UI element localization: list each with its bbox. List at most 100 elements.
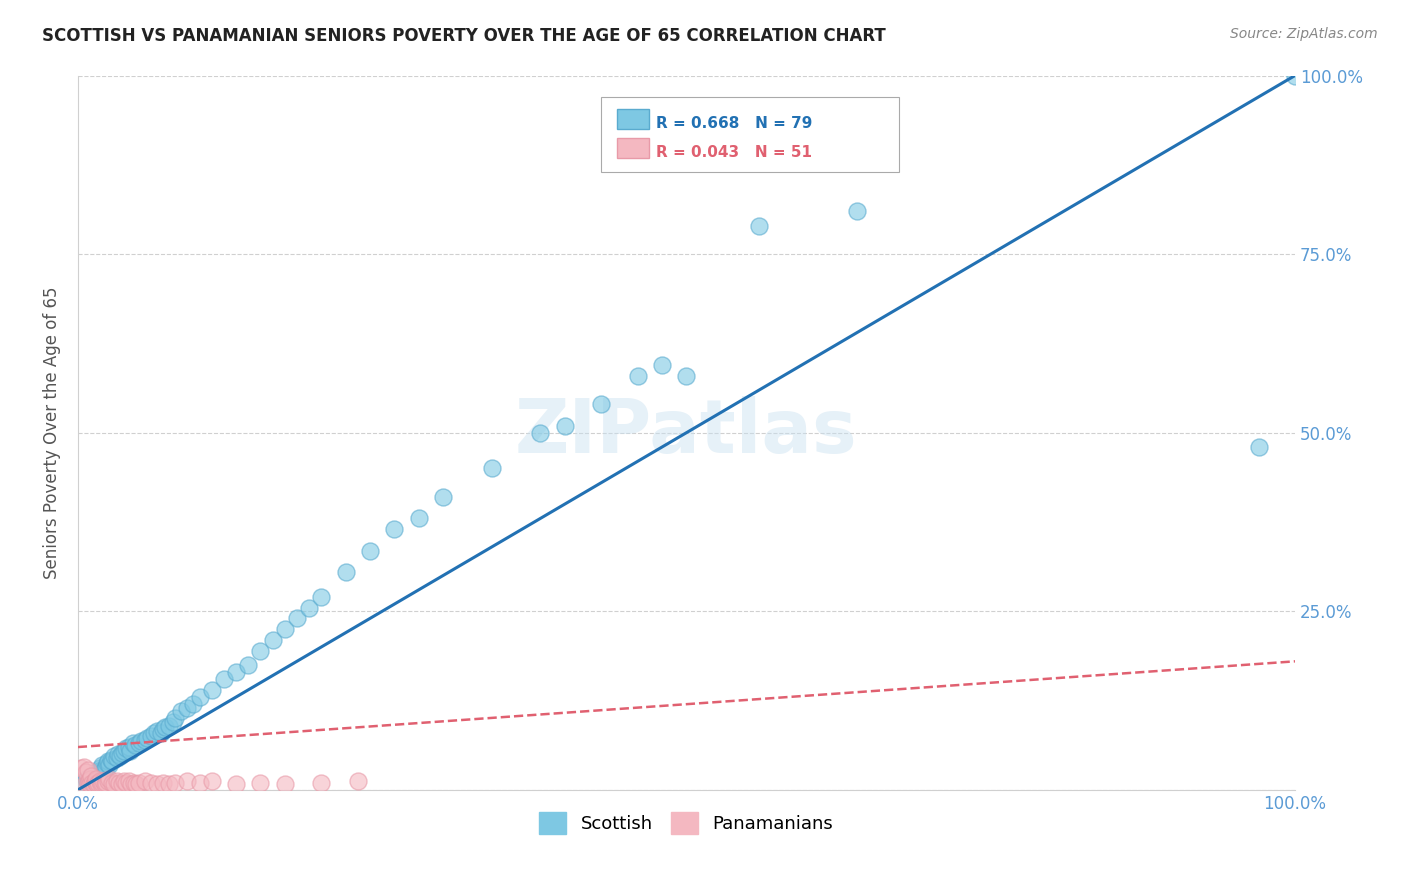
Point (309, 590, 332, 604)
Point (845, 204, 868, 219)
FancyBboxPatch shape (617, 137, 648, 158)
Point (591, 397, 613, 411)
Point (83, 772, 105, 787)
Point (90, 777, 112, 791)
Point (274, 777, 297, 791)
Point (183, 697, 205, 711)
Point (115, 776, 138, 790)
Point (90, 763, 112, 777)
Point (121, 736, 143, 750)
Point (249, 776, 271, 790)
Point (79, 772, 101, 787)
Point (75, 777, 97, 791)
Point (346, 774, 368, 789)
Point (129, 734, 152, 748)
Point (149, 725, 172, 739)
Point (75, 765, 97, 780)
Point (382, 522, 405, 536)
Point (105, 751, 128, 765)
Point (93, 777, 115, 791)
Point (134, 732, 156, 747)
Point (94, 760, 117, 774)
Point (359, 543, 381, 558)
Point (225, 777, 247, 791)
Point (120, 744, 142, 758)
Point (105, 774, 128, 789)
Point (201, 774, 224, 789)
Point (73, 760, 96, 774)
Point (212, 672, 235, 686)
Point (112, 744, 135, 758)
Point (94, 776, 117, 790)
Point (83, 774, 105, 789)
Point (87, 776, 110, 790)
Point (82, 772, 104, 786)
Point (83, 777, 105, 791)
Point (79, 776, 101, 790)
Point (139, 776, 162, 790)
Point (82, 776, 104, 790)
Point (225, 665, 247, 679)
Point (432, 490, 454, 504)
Point (93, 774, 115, 789)
FancyBboxPatch shape (617, 109, 648, 129)
Point (165, 776, 187, 790)
Point (128, 776, 150, 790)
Point (70, 762, 93, 776)
Point (249, 643, 271, 657)
Point (122, 776, 145, 790)
Point (170, 704, 193, 718)
Point (83, 769, 105, 783)
Text: SCOTTISH VS PANAMANIAN SENIORS POVERTY OVER THE AGE OF 65 CORRELATION CHART: SCOTTISH VS PANAMANIAN SENIORS POVERTY O… (42, 27, 886, 45)
Point (98, 758, 121, 772)
Point (120, 777, 142, 791)
Point (481, 461, 503, 475)
Point (79, 777, 101, 791)
Point (103, 777, 125, 791)
Point (89, 774, 111, 789)
FancyBboxPatch shape (602, 97, 900, 172)
Point (675, 368, 697, 383)
Y-axis label: Seniors Poverty Over the Age of 65: Seniors Poverty Over the Age of 65 (44, 286, 60, 579)
Text: Source: ZipAtlas.com: Source: ZipAtlas.com (1230, 27, 1378, 41)
Point (176, 700, 198, 714)
Point (79, 770, 101, 784)
Point (97, 755, 120, 769)
Point (188, 690, 211, 704)
Point (176, 774, 198, 789)
Point (110, 746, 132, 760)
Point (651, 358, 673, 372)
Point (201, 682, 224, 697)
Text: ZIPatlas: ZIPatlas (515, 396, 858, 469)
Point (98, 772, 121, 787)
Point (124, 738, 146, 752)
Point (87, 767, 110, 781)
Point (89, 765, 111, 780)
Point (298, 600, 321, 615)
Point (91, 776, 114, 790)
Point (84, 765, 107, 780)
Point (554, 418, 576, 433)
Point (309, 776, 332, 790)
Point (103, 748, 125, 763)
Point (80, 769, 103, 783)
Point (152, 776, 174, 790)
Point (84, 770, 107, 784)
Text: R = 0.668   N = 79: R = 0.668 N = 79 (657, 116, 813, 131)
Point (73, 776, 96, 790)
Point (77, 774, 100, 789)
Point (112, 774, 135, 789)
Point (1247, 440, 1270, 454)
Point (627, 368, 650, 383)
Point (139, 729, 162, 743)
Point (93, 762, 115, 776)
Point (110, 777, 132, 791)
Point (76, 776, 98, 790)
Point (80, 772, 103, 787)
Point (97, 774, 120, 789)
Point (262, 632, 284, 647)
Text: R = 0.043   N = 51: R = 0.043 N = 51 (657, 145, 813, 160)
Point (748, 219, 770, 233)
Point (146, 777, 169, 791)
Point (101, 776, 124, 790)
